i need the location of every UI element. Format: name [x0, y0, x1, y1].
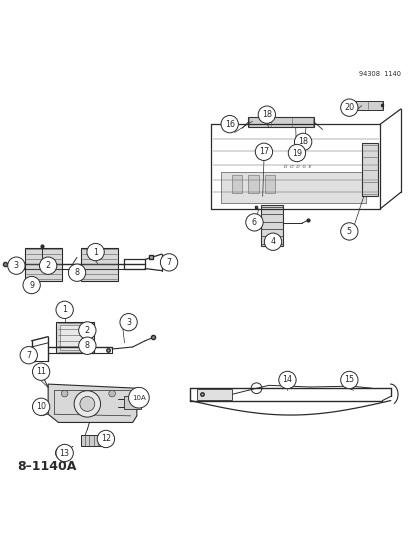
Circle shape: [245, 214, 263, 231]
Text: 20: 20: [344, 103, 354, 112]
Text: 10A: 10A: [132, 395, 145, 401]
Circle shape: [39, 257, 57, 274]
Circle shape: [23, 277, 40, 294]
Bar: [81, 435, 104, 447]
Circle shape: [78, 337, 96, 354]
Text: 9: 9: [29, 280, 34, 289]
Text: 3: 3: [126, 318, 131, 327]
Bar: [124, 397, 141, 409]
Text: 4: 4: [270, 237, 275, 246]
Text: 7: 7: [166, 258, 171, 267]
Bar: [81, 248, 118, 281]
Text: 12: 12: [101, 434, 111, 443]
Circle shape: [20, 346, 37, 364]
Circle shape: [87, 244, 104, 261]
Polygon shape: [48, 384, 137, 423]
Circle shape: [221, 116, 238, 133]
Bar: [248, 117, 313, 127]
Text: 11: 11: [36, 367, 46, 376]
Circle shape: [109, 390, 115, 397]
Text: 8–1140A: 8–1140A: [17, 459, 76, 473]
Text: 94308  1140: 94308 1140: [358, 70, 400, 77]
Circle shape: [258, 106, 275, 123]
Bar: [231, 175, 242, 193]
Bar: [59, 325, 88, 350]
Circle shape: [61, 390, 68, 397]
Bar: [264, 175, 274, 193]
Bar: [221, 172, 365, 203]
Circle shape: [80, 397, 95, 411]
Bar: [24, 248, 62, 281]
Text: 16: 16: [224, 119, 234, 128]
Bar: [248, 175, 258, 193]
Bar: [196, 389, 231, 400]
Circle shape: [74, 391, 100, 417]
Bar: [353, 101, 382, 110]
Bar: [260, 205, 282, 246]
Circle shape: [55, 447, 68, 459]
Text: 8: 8: [74, 268, 79, 277]
Text: 2: 2: [45, 261, 50, 270]
Circle shape: [32, 398, 50, 415]
Circle shape: [264, 233, 281, 251]
Text: 7: 7: [26, 351, 31, 360]
Circle shape: [340, 99, 357, 116]
Text: 1: 1: [62, 305, 67, 314]
Text: 3: 3: [14, 261, 19, 270]
Circle shape: [287, 144, 305, 161]
Text: 18: 18: [261, 110, 271, 119]
Text: 2: 2: [85, 326, 90, 335]
Circle shape: [56, 301, 73, 319]
Text: 19: 19: [291, 149, 301, 158]
Circle shape: [8, 257, 25, 274]
Text: 5: 5: [346, 227, 351, 236]
Circle shape: [340, 223, 357, 240]
Circle shape: [78, 322, 96, 339]
Circle shape: [56, 445, 73, 462]
Circle shape: [97, 430, 114, 448]
Circle shape: [255, 143, 272, 160]
Text: 17: 17: [258, 147, 268, 156]
Bar: [361, 143, 377, 196]
Circle shape: [278, 372, 295, 389]
Text: 14: 14: [282, 375, 292, 384]
Circle shape: [340, 372, 357, 389]
Text: 1: 1: [93, 247, 98, 256]
Text: 15: 15: [344, 375, 354, 384]
Circle shape: [128, 387, 149, 408]
Circle shape: [160, 254, 177, 271]
Text: D  O  D  G  E: D O D G E: [283, 165, 311, 169]
Text: 6: 6: [252, 218, 256, 227]
Circle shape: [120, 313, 137, 331]
Circle shape: [294, 133, 311, 150]
Text: 8: 8: [85, 341, 90, 350]
Bar: [56, 322, 94, 353]
Circle shape: [32, 363, 50, 381]
Text: 10: 10: [36, 402, 46, 411]
Text: 18: 18: [297, 138, 307, 147]
Circle shape: [68, 264, 85, 281]
Text: 13: 13: [59, 448, 69, 457]
